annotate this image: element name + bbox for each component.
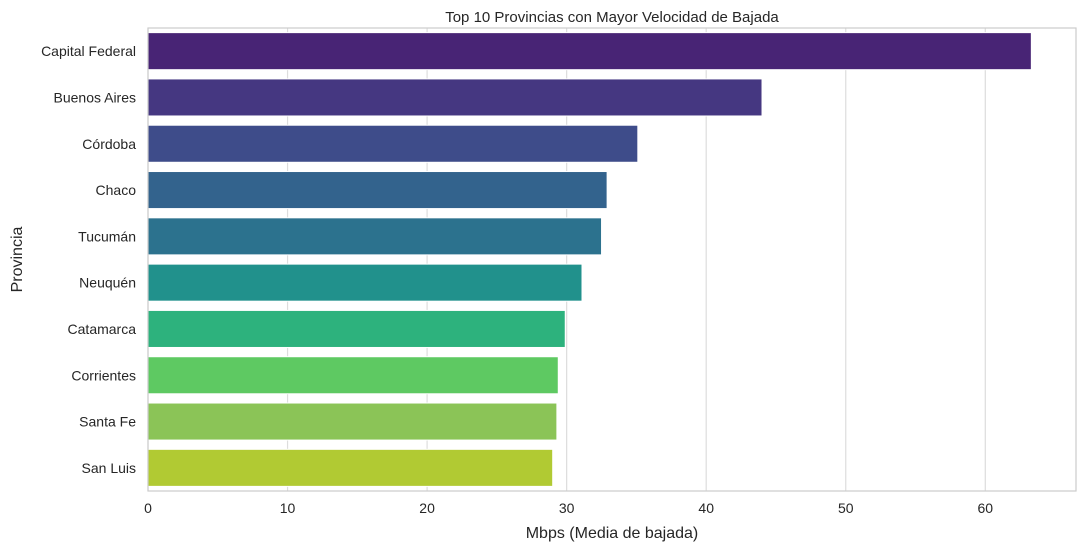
chart-title: Top 10 Provincias con Mayor Velocidad de… xyxy=(445,9,779,26)
y-tick-label: Catamarca xyxy=(68,321,137,337)
bars xyxy=(147,32,1032,487)
y-tick-labels: Capital Federal Buenos Aires Córdoba Chaco T… xyxy=(41,43,136,476)
y-axis-label: Provincia xyxy=(9,227,26,293)
x-tick-label: 0 xyxy=(144,500,152,516)
bar xyxy=(147,124,639,163)
y-tick-label: Buenos Aires xyxy=(54,89,137,105)
x-tick-label: 10 xyxy=(280,500,296,516)
x-tick-labels: 0 10 20 30 40 50 60 xyxy=(144,500,993,516)
y-tick-label: Chaco xyxy=(96,182,137,198)
bar xyxy=(147,263,583,302)
y-tick-label: Capital Federal xyxy=(41,43,136,59)
x-tick-label: 50 xyxy=(838,500,854,516)
x-tick-label: 30 xyxy=(559,500,575,516)
y-tick-label: Santa Fe xyxy=(79,414,136,430)
bar xyxy=(147,217,603,256)
bar xyxy=(147,402,558,441)
y-tick-label: Tucumán xyxy=(78,228,136,244)
x-tick-label: 40 xyxy=(698,500,714,516)
y-tick-label: Córdoba xyxy=(82,136,136,152)
y-tick-label: Neuquén xyxy=(79,275,136,291)
x-axis-label: Mbps (Media de bajada) xyxy=(526,525,699,542)
x-tick-label: 60 xyxy=(978,500,994,516)
x-tick-label: 20 xyxy=(419,500,435,516)
y-tick-label: San Luis xyxy=(82,460,136,476)
y-tick-label: Corrientes xyxy=(71,367,136,383)
plot-frame xyxy=(147,27,1077,492)
bar xyxy=(147,78,763,117)
bar xyxy=(147,448,554,487)
bar xyxy=(147,171,608,210)
bar xyxy=(147,309,566,348)
bar xyxy=(147,32,1032,71)
bar xyxy=(147,356,559,395)
